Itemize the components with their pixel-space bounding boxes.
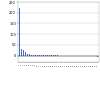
Bar	[57, 55, 58, 56]
Bar	[33, 55, 34, 56]
Bar	[55, 55, 56, 56]
Bar	[37, 55, 38, 56]
Bar	[41, 55, 42, 56]
Bar	[31, 55, 32, 56]
Bar	[97, 56, 98, 57]
Bar	[20, 49, 22, 56]
Bar	[24, 52, 26, 56]
Bar	[18, 8, 20, 56]
Bar	[29, 54, 30, 56]
Bar	[45, 55, 46, 56]
Bar	[49, 55, 50, 56]
Bar	[27, 54, 28, 56]
Bar	[51, 55, 52, 56]
Bar	[43, 55, 44, 56]
Bar	[47, 55, 48, 56]
Bar	[22, 50, 24, 56]
Bar	[53, 55, 54, 56]
Bar	[35, 55, 36, 56]
Bar	[39, 55, 40, 56]
